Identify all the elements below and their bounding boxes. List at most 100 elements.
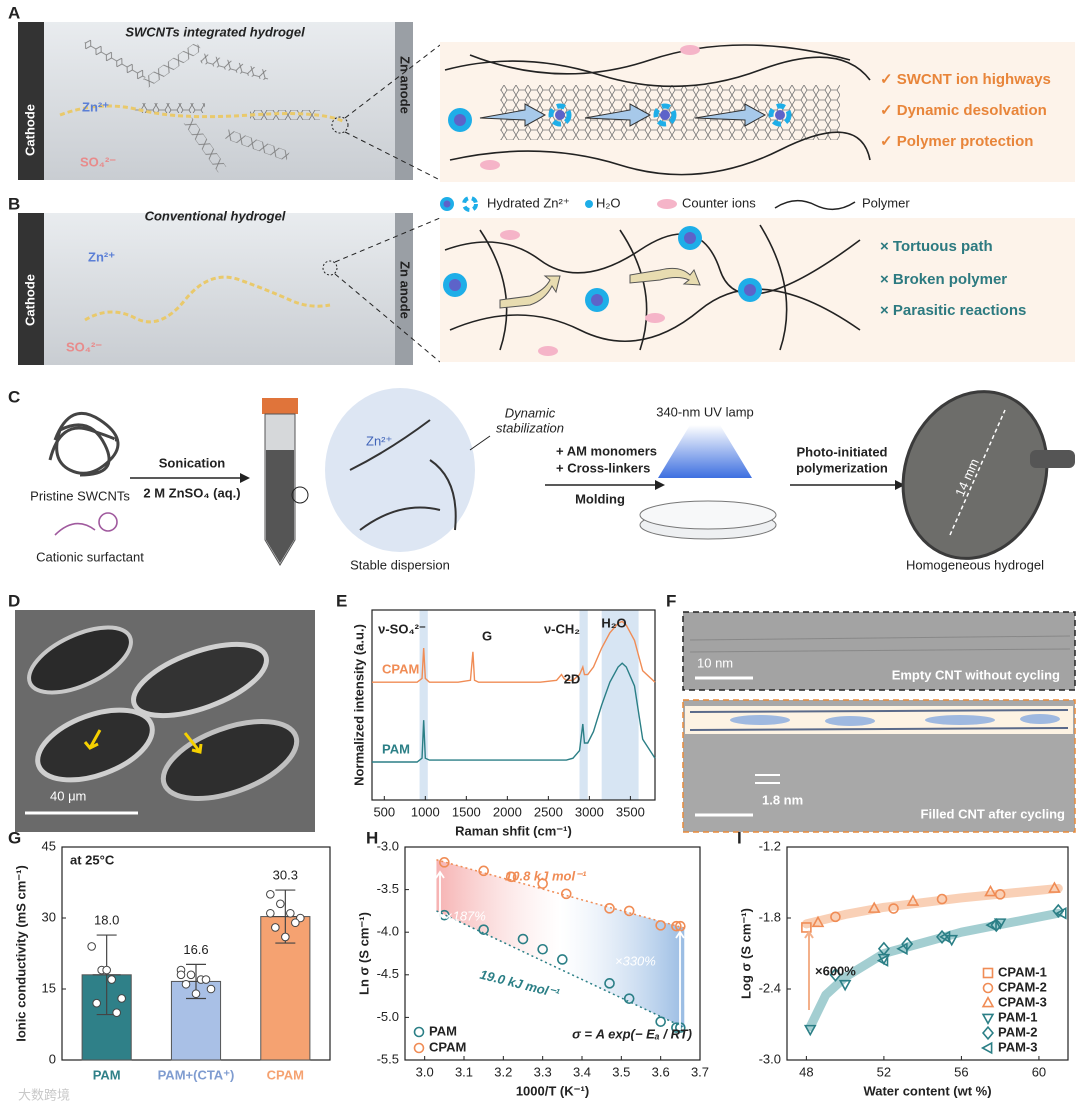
panel-label: H xyxy=(366,828,378,847)
peak-label: ν-SO₄²⁻ xyxy=(378,621,426,636)
x-axis-label: Water content (wt %) xyxy=(863,1083,991,1098)
ratio-arrow xyxy=(675,930,685,1030)
size-line xyxy=(949,409,1006,536)
nanotube xyxy=(142,41,202,88)
step-label: polymerization xyxy=(796,460,888,475)
swcnt-tangle xyxy=(48,411,120,477)
stage-label: Stable dispersion xyxy=(350,557,450,572)
ion-label: Zn²⁺ xyxy=(366,433,392,448)
feature: × Tortuous path xyxy=(880,238,993,255)
marker xyxy=(980,1041,993,1055)
peak-label: G xyxy=(482,628,492,643)
y-tick-label: 45 xyxy=(42,838,56,853)
dispersed-tubes xyxy=(349,419,457,531)
arrow-head xyxy=(655,480,665,490)
legend-text: Counter ions xyxy=(682,195,756,210)
annotation: Dynamic xyxy=(505,405,556,420)
ratio-arrow xyxy=(435,870,445,947)
caption: Empty CNT without cycling xyxy=(892,667,1060,682)
flow-arrow xyxy=(584,103,652,127)
tube-wall xyxy=(689,709,1069,713)
data-point xyxy=(266,890,275,899)
zn-label: Zn²⁺ xyxy=(88,249,115,264)
panel-label: D xyxy=(8,591,20,610)
marker xyxy=(478,924,489,935)
nanotube xyxy=(199,53,271,81)
x-tick-label: 3.6 xyxy=(652,1064,670,1079)
legend-icon xyxy=(462,196,478,212)
feature: ✓ Polymer protection xyxy=(880,133,1033,150)
x-tick-label: 3.5 xyxy=(612,1064,630,1079)
polymer-chain xyxy=(449,131,871,176)
anode-label: Zn anode xyxy=(398,56,413,114)
anode-plate xyxy=(395,22,413,180)
y-axis-label: Ionic conductivity (mS cm⁻¹) xyxy=(13,865,28,1042)
marker xyxy=(413,1026,425,1038)
shaded-band xyxy=(419,610,428,800)
x-tick-label: 60 xyxy=(1032,1064,1046,1079)
desolvating-ion xyxy=(653,103,677,127)
data-point xyxy=(191,989,201,999)
so4-label: SO₄²⁻ xyxy=(66,339,102,354)
flow-arrow xyxy=(694,103,767,127)
legend-text: Polymer xyxy=(862,195,910,210)
cathode-plate xyxy=(18,213,44,365)
ion-chain xyxy=(730,714,1060,726)
pointer-arrow xyxy=(183,732,203,754)
desolvating-ion xyxy=(768,103,792,127)
nanotube xyxy=(183,117,227,173)
ion-core xyxy=(555,110,565,120)
x-tick-label: 1500 xyxy=(452,804,481,819)
legend-text: PAM xyxy=(429,1023,457,1038)
desolvating-ion xyxy=(548,103,572,127)
x-tick-label: PAM+(CTA⁺) xyxy=(158,1067,235,1082)
polymer-chain xyxy=(449,288,861,342)
plot-frame xyxy=(371,609,656,801)
data-point xyxy=(281,932,290,942)
equation: σ = A exp(− Eₐ / RT) xyxy=(572,1026,692,1041)
data-point xyxy=(206,984,216,994)
legend-text: CPAM-1 xyxy=(998,964,1047,979)
annotation: stabilization xyxy=(496,420,564,435)
series-line xyxy=(372,662,656,763)
pore xyxy=(160,719,300,801)
sem-texture xyxy=(27,625,300,801)
annotation: at 25°C xyxy=(70,852,115,867)
marker xyxy=(604,978,615,989)
y-axis-label: Ln σ (S cm⁻¹) xyxy=(356,912,371,995)
dispersed-tube xyxy=(359,506,441,531)
zoom-circle xyxy=(291,486,309,504)
marker xyxy=(830,911,841,923)
panel-title: Conventional hydrogel xyxy=(145,208,286,223)
marker xyxy=(671,920,682,932)
x-tick-label: 1000 xyxy=(411,804,440,819)
ions xyxy=(448,45,792,170)
watermark: 大数跨境 xyxy=(18,1087,70,1102)
marker xyxy=(560,888,572,900)
marker xyxy=(877,941,890,956)
ion-cluster xyxy=(925,715,995,725)
polymer-chain xyxy=(469,44,851,75)
ion-cluster xyxy=(825,716,875,726)
polymer-chain xyxy=(479,229,508,351)
so4-label: SO₄²⁻ xyxy=(80,154,116,169)
marker xyxy=(906,894,920,906)
x-tick-label: 52 xyxy=(877,1064,891,1079)
y-axis-label: Normalized intensity (a.u.) xyxy=(351,624,366,786)
nanotube xyxy=(82,38,148,82)
cathode-label: Cathode xyxy=(22,274,37,326)
marker xyxy=(675,920,686,932)
flow-arrow xyxy=(629,267,701,286)
data-point xyxy=(87,942,96,951)
polymer-chain xyxy=(444,56,871,88)
legend-text: PAM-1 xyxy=(998,1009,1037,1024)
marker xyxy=(982,982,994,994)
x-tick-label: 3.3 xyxy=(534,1064,552,1079)
data-point xyxy=(266,908,275,918)
value-label: 16.6 xyxy=(183,942,208,957)
x-tick-label: 48 xyxy=(799,1064,813,1079)
x-tick-label: 2000 xyxy=(493,804,522,819)
shaded-band xyxy=(601,610,639,800)
tweezers xyxy=(1030,450,1075,468)
y-tick-label: 0 xyxy=(49,1051,56,1066)
